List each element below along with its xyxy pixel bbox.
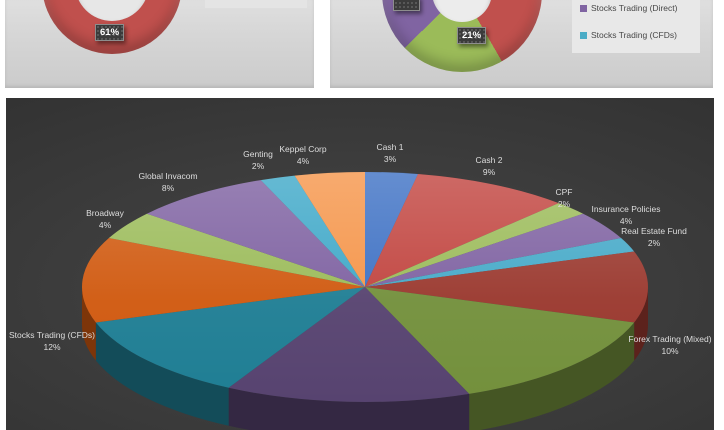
pie-category-label[interactable]: CPF 2%: [555, 187, 573, 209]
legend-box[interactable]: Stocks Trading (Direct) Stocks Trading (…: [572, 0, 700, 53]
cropped-data-label[interactable]: [393, 0, 420, 11]
data-label[interactable]: 21%: [457, 27, 487, 44]
pie-segment[interactable]: [469, 322, 635, 430]
pie-category-label[interactable]: Cash 2 9%: [475, 155, 503, 177]
pie-category-label[interactable]: Cash 1 3%: [376, 142, 404, 164]
pie-top-sheen: [82, 172, 648, 402]
top-right-donut-chart-panel[interactable]: 21% Stocks Trading (Direct) Stocks Tradi…: [330, 0, 713, 88]
pie-category-label[interactable]: Insurance Policies 4%: [591, 204, 661, 226]
legend-swatch: [580, 31, 587, 39]
pie-segment[interactable]: [82, 287, 96, 361]
legend-box-cropped[interactable]: [205, 0, 307, 8]
pie-segment[interactable]: [228, 387, 470, 430]
legend-label: Stocks Trading (CFDs): [591, 30, 677, 40]
pie-segment[interactable]: [95, 322, 229, 426]
pie-3d-graphic[interactable]: [6, 98, 714, 430]
legend-entry[interactable]: Stocks Trading (Direct): [580, 3, 677, 13]
pie-category-label[interactable]: Broadway 4%: [86, 208, 124, 230]
data-label[interactable]: 61%: [95, 24, 125, 41]
legend-swatch: [580, 4, 587, 12]
donut-hole: [75, 0, 149, 21]
pie-category-label[interactable]: Forex Trading (Mixed) 10%: [628, 334, 712, 356]
pie-category-label[interactable]: Keppel Corp 4%: [279, 144, 327, 166]
pie-segment[interactable]: [634, 287, 648, 361]
donut-hole: [432, 0, 492, 22]
pie-category-label[interactable]: Stocks Trading (CFDs) 12%: [9, 330, 95, 352]
main-3d-pie-chart-panel[interactable]: Cash 1 3% Cash 2 9% CPF 2% Insurance Policies 4…: [6, 98, 714, 430]
legend-label: Stocks Trading (Direct): [591, 3, 678, 13]
legend-entry[interactable]: Stocks Trading (CFDs): [580, 30, 677, 40]
pie-category-label[interactable]: Real Estate Fund 2%: [621, 226, 687, 248]
top-left-donut-chart-panel[interactable]: 61%: [5, 0, 314, 88]
pie-category-label[interactable]: Genting 2%: [243, 149, 273, 171]
pie-category-label[interactable]: Global Invacom 8%: [138, 171, 198, 193]
